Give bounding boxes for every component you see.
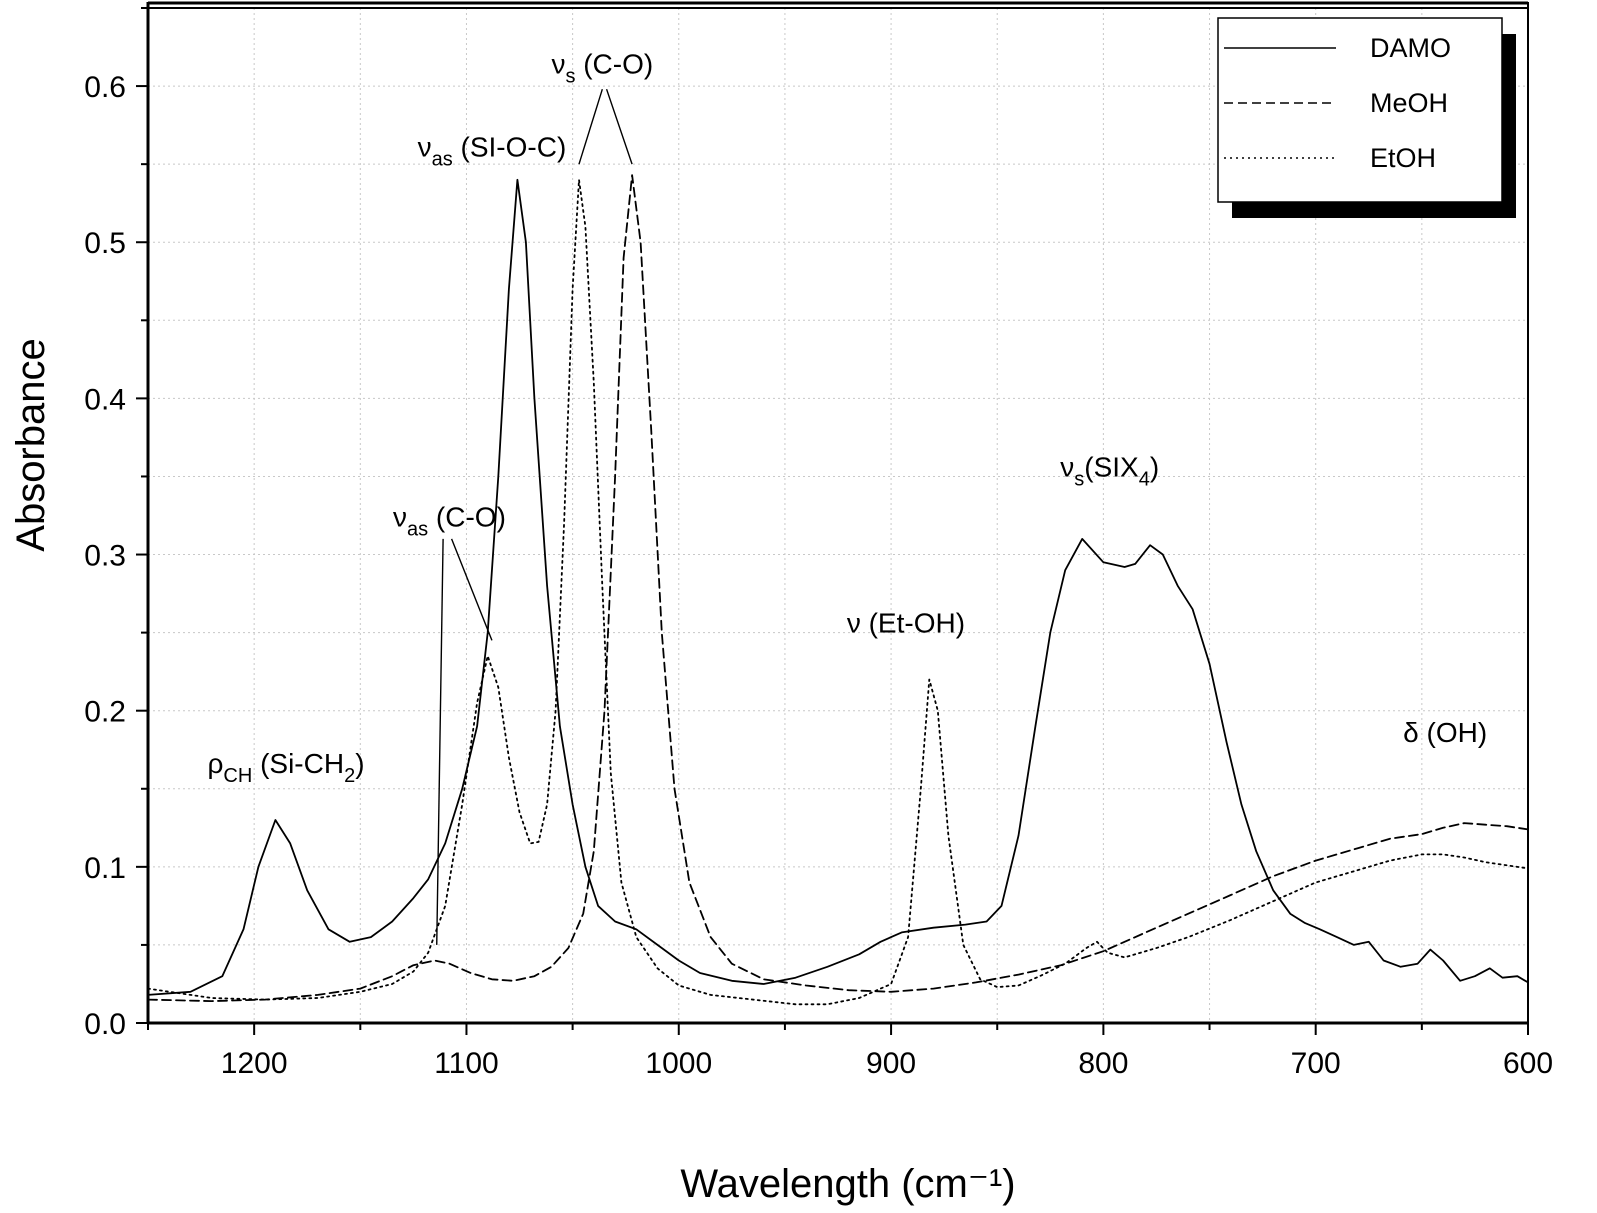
x-axis-title: Wavelength (cm⁻¹)	[680, 1162, 1015, 1206]
y-tick-label: 0.1	[84, 852, 126, 885]
series-line-meoh	[147, 174, 1529, 1002]
series-line-damo	[147, 178, 1529, 996]
x-tick-label: 800	[1078, 1047, 1128, 1080]
annotation-nu-s-co: νs (C-O)	[551, 49, 653, 88]
x-tick-label: 1200	[221, 1047, 288, 1080]
grid-layer	[148, 8, 1528, 1023]
x-tick-label: 700	[1291, 1047, 1341, 1080]
annotation-delta-oh: δ (OH)	[1403, 717, 1487, 748]
legend-box	[1217, 17, 1503, 203]
axis-ticks: 1200 1100 1000 900 800 700 600 0.0 0.1 0.2 0.3 0.4 0…	[84, 7, 1553, 1080]
legend: DAMO MeOH EtOH	[1217, 17, 1516, 218]
x-tick-label: 600	[1503, 1047, 1553, 1080]
plot-frame	[146, 1, 1529, 1025]
annotation-nu-s-six4: νs(SIX4)	[1060, 451, 1159, 490]
x-tick-label: 900	[866, 1047, 916, 1080]
y-tick-label: 0.4	[84, 383, 126, 416]
legend-label-etoh: EtOH	[1370, 143, 1436, 173]
y-tick-label: 0.5	[84, 227, 126, 260]
y-tick-label: 0.0	[84, 1008, 126, 1041]
annotation-rho-ch: ρCH (Si-CH2)	[207, 748, 364, 787]
annotation-leader-line	[450, 538, 493, 641]
annotation-nu-etoh: ν (Et-OH)	[847, 608, 965, 639]
series-layer	[147, 174, 1529, 1006]
annotation-leader-line	[605, 88, 633, 165]
y-axis-title: Absorbance	[9, 338, 53, 551]
legend-label-damo: DAMO	[1370, 33, 1451, 63]
annotation-leader-line	[578, 88, 604, 165]
annotation-leader-line	[436, 538, 444, 945]
x-tick-label: 1100	[434, 1047, 499, 1080]
series-line-etoh	[147, 178, 1529, 1006]
y-tick-label: 0.3	[84, 540, 126, 573]
x-tick-label: 1000	[645, 1047, 712, 1080]
annotations: ρCH (Si-CH2) νas (C-O) νas (SI-O-C) νs (C-O…	[207, 49, 1487, 788]
annotation-nu-as-co: νas (C-O)	[393, 501, 506, 540]
annotation-nu-as-sioc: νas (SI-O-C)	[418, 131, 567, 170]
annotation-leader-lines	[436, 88, 633, 945]
y-tick-label: 0.6	[84, 71, 126, 104]
y-tick-label: 0.2	[84, 696, 126, 729]
legend-label-meoh: MeOH	[1370, 88, 1448, 118]
